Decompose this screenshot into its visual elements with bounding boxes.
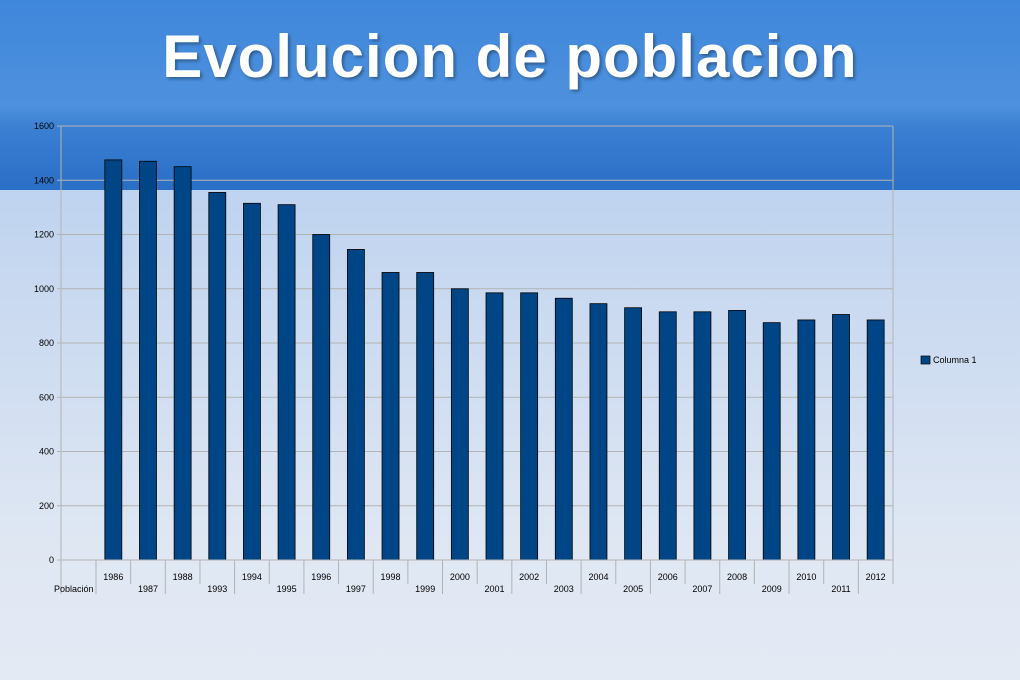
x-tick-label-1999: 1999 [415, 584, 435, 594]
bar-1988 [173, 166, 192, 561]
x-tick-label-2000: 2000 [450, 572, 470, 582]
x-tick-label-1996: 1996 [311, 572, 331, 582]
bar-2011 [832, 314, 850, 561]
bar-1986 [104, 159, 123, 561]
legend-swatch [920, 355, 931, 365]
y-tick-label-7: 1400 [34, 175, 54, 185]
y-tick-label-3: 600 [39, 392, 54, 402]
bar-1995 [277, 204, 296, 561]
y-tick-label-1: 200 [39, 501, 54, 511]
x-tick-label-2006: 2006 [658, 572, 678, 582]
x-tick-label-2011: 2011 [831, 584, 850, 594]
bar-1993 [208, 192, 227, 561]
bar-1996 [312, 234, 331, 561]
x-tick-label-1988: 1988 [173, 572, 193, 582]
y-tick-labels: 0 200 400 600 800 1000 1200 1400 1600 [34, 121, 54, 565]
x-tick-label-1986: 1986 [103, 572, 123, 582]
legend-label: Columna 1 [933, 355, 977, 365]
x-tick-label-1993: 1993 [207, 584, 227, 594]
bar-1998 [381, 272, 400, 561]
x-tick-label-2010: 2010 [796, 572, 816, 582]
legend: Columna 1 [920, 355, 977, 365]
bar-2006 [658, 311, 677, 561]
y-tick-label-4: 800 [39, 338, 54, 348]
row-label: Población [54, 584, 94, 594]
axes [60, 126, 894, 594]
bar-2008 [728, 310, 746, 561]
y-tick-label-8: 1600 [34, 121, 54, 131]
bar-2002 [520, 292, 539, 561]
bar-2005 [624, 307, 643, 561]
x-tick-label-1997: 1997 [346, 584, 366, 594]
x-tick-label-2002: 2002 [519, 572, 539, 582]
x-tick-label-2003: 2003 [554, 584, 574, 594]
bar-2001 [485, 292, 504, 561]
bar-2007 [693, 311, 712, 561]
y-tick-label-6: 1200 [34, 230, 54, 240]
x-tick-label-2009: 2009 [762, 584, 782, 594]
x-tick-labels: 1986 1987 1988 1993 1994 1995 1996 1997 1998 1999… [103, 572, 885, 594]
header-band [0, 0, 1020, 190]
x-tick-label-2008: 2008 [727, 572, 747, 582]
bar-2004 [589, 303, 608, 561]
bar-2000 [450, 288, 469, 561]
slide-title: Evolucion de poblacion [162, 23, 858, 90]
x-tick-label-1998: 1998 [381, 572, 401, 582]
bar-1999 [416, 272, 435, 561]
y-tick-label-2: 400 [39, 447, 54, 457]
y-tick-label-0: 0 [49, 555, 54, 565]
x-tick-label-2012: 2012 [866, 572, 886, 582]
gridlines [57, 125, 893, 561]
bars [104, 159, 885, 561]
bar-2012 [866, 319, 885, 561]
bar-1994 [243, 202, 261, 561]
bar-2009 [762, 322, 781, 561]
y-tick-label-5: 1000 [34, 284, 54, 294]
bar-1987 [139, 160, 157, 561]
x-tick-label-1987: 1987 [138, 584, 158, 594]
x-tick-label-2001: 2001 [484, 584, 504, 594]
bar-2003 [554, 297, 573, 561]
bar-2010 [797, 319, 816, 561]
bar-1997 [346, 249, 365, 561]
x-tick-label-2005: 2005 [623, 584, 643, 594]
x-tick-label-2007: 2007 [692, 584, 712, 594]
x-tick-label-1994: 1994 [242, 572, 262, 582]
x-tick-label-1995: 1995 [277, 584, 297, 594]
x-tick-label-2004: 2004 [588, 572, 608, 582]
